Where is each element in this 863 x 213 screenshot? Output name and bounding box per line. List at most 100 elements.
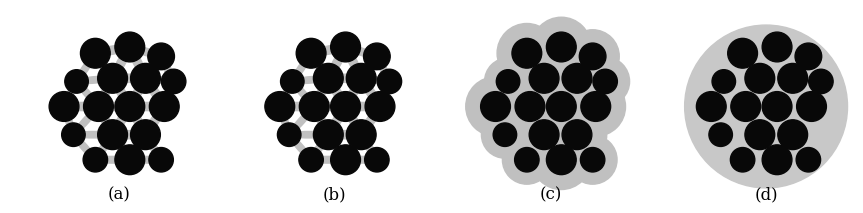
Circle shape — [482, 111, 528, 158]
Ellipse shape — [144, 106, 166, 135]
Circle shape — [161, 69, 186, 94]
Circle shape — [130, 120, 161, 150]
Ellipse shape — [292, 81, 315, 107]
Circle shape — [566, 30, 620, 83]
Circle shape — [684, 25, 847, 188]
Circle shape — [49, 92, 79, 121]
Ellipse shape — [327, 134, 347, 161]
Circle shape — [115, 32, 145, 62]
Circle shape — [331, 32, 361, 62]
Ellipse shape — [76, 52, 96, 82]
Circle shape — [562, 120, 592, 150]
Circle shape — [514, 49, 574, 108]
Ellipse shape — [129, 134, 147, 161]
Ellipse shape — [327, 78, 347, 107]
Circle shape — [331, 145, 361, 175]
Ellipse shape — [376, 56, 390, 82]
Circle shape — [532, 130, 591, 190]
Ellipse shape — [313, 78, 330, 107]
Ellipse shape — [95, 134, 113, 161]
Circle shape — [581, 92, 611, 121]
Circle shape — [581, 57, 630, 106]
Ellipse shape — [279, 106, 290, 135]
Circle shape — [65, 70, 88, 93]
Ellipse shape — [63, 106, 74, 135]
Circle shape — [130, 63, 161, 93]
Ellipse shape — [344, 156, 378, 163]
Ellipse shape — [361, 76, 390, 83]
Circle shape — [546, 32, 576, 62]
Ellipse shape — [129, 46, 147, 79]
Circle shape — [778, 120, 808, 150]
Ellipse shape — [327, 131, 362, 139]
Ellipse shape — [94, 52, 114, 79]
Circle shape — [514, 105, 574, 164]
Ellipse shape — [360, 78, 381, 107]
Circle shape — [277, 123, 301, 147]
Circle shape — [696, 92, 726, 121]
Ellipse shape — [129, 78, 147, 107]
Ellipse shape — [344, 46, 362, 79]
Circle shape — [566, 77, 626, 136]
Circle shape — [593, 69, 617, 94]
Circle shape — [265, 92, 294, 121]
Circle shape — [529, 63, 559, 93]
Ellipse shape — [111, 106, 131, 135]
Ellipse shape — [327, 74, 362, 82]
Circle shape — [547, 49, 607, 108]
Ellipse shape — [379, 81, 391, 107]
Ellipse shape — [360, 56, 378, 79]
Circle shape — [515, 92, 545, 121]
Ellipse shape — [111, 134, 131, 161]
Circle shape — [532, 77, 591, 136]
Circle shape — [745, 120, 775, 150]
Ellipse shape — [111, 78, 131, 107]
Ellipse shape — [310, 52, 330, 79]
Ellipse shape — [111, 74, 147, 82]
Ellipse shape — [288, 131, 330, 138]
Circle shape — [346, 120, 376, 150]
Circle shape — [346, 63, 376, 93]
Circle shape — [730, 148, 755, 172]
Circle shape — [797, 92, 827, 121]
Ellipse shape — [111, 46, 131, 79]
Circle shape — [778, 63, 808, 93]
Circle shape — [581, 148, 605, 172]
Text: (d): (d) — [754, 187, 778, 204]
Ellipse shape — [76, 76, 113, 83]
Ellipse shape — [145, 134, 162, 161]
Circle shape — [299, 148, 324, 172]
Circle shape — [61, 123, 85, 147]
Circle shape — [299, 92, 329, 121]
Ellipse shape — [288, 106, 315, 135]
Ellipse shape — [72, 106, 99, 135]
Ellipse shape — [279, 81, 293, 107]
Text: (a): (a) — [107, 187, 130, 204]
Ellipse shape — [163, 81, 175, 107]
Text: (b): (b) — [323, 187, 346, 204]
Ellipse shape — [310, 156, 346, 163]
Ellipse shape — [360, 106, 381, 135]
Circle shape — [497, 23, 557, 83]
Ellipse shape — [279, 102, 315, 111]
Ellipse shape — [344, 106, 362, 135]
Circle shape — [502, 135, 551, 184]
Ellipse shape — [144, 78, 166, 107]
Circle shape — [115, 92, 145, 121]
Ellipse shape — [344, 78, 362, 107]
Ellipse shape — [72, 134, 96, 161]
Ellipse shape — [344, 134, 362, 161]
Circle shape — [532, 17, 591, 77]
Circle shape — [712, 70, 735, 93]
Circle shape — [466, 77, 526, 136]
Ellipse shape — [94, 156, 130, 163]
Ellipse shape — [327, 46, 347, 79]
Ellipse shape — [361, 134, 378, 161]
Ellipse shape — [63, 102, 99, 111]
Ellipse shape — [344, 46, 378, 58]
Ellipse shape — [76, 81, 99, 107]
Circle shape — [568, 135, 617, 184]
Circle shape — [313, 120, 343, 150]
Circle shape — [795, 43, 822, 70]
Circle shape — [496, 70, 520, 93]
